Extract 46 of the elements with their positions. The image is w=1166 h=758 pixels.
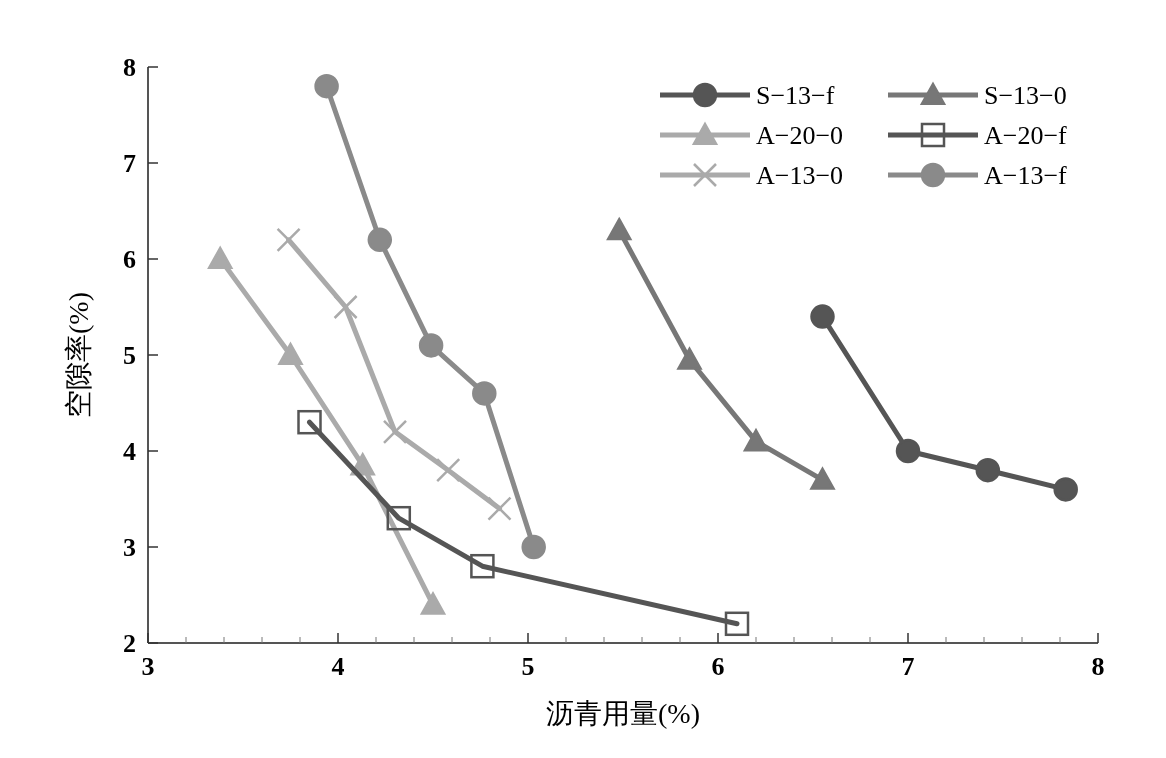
point <box>487 496 512 521</box>
y-tick-label: 5 <box>123 341 136 370</box>
point <box>810 304 835 329</box>
y-axis-title: 空隙率(%) <box>63 292 94 418</box>
point <box>521 534 546 560</box>
point <box>314 73 339 99</box>
legend-label: S−13−0 <box>984 81 1067 110</box>
x-tick-label: 6 <box>711 652 725 681</box>
y-tick-label: 2 <box>123 629 136 658</box>
point <box>743 429 769 452</box>
y-tick-label: 4 <box>123 437 136 466</box>
point <box>472 381 497 406</box>
point <box>382 419 408 445</box>
y-tick-label: 3 <box>123 533 136 562</box>
point <box>367 227 393 253</box>
y-tick-label: 6 <box>123 245 136 274</box>
legend-label: A−20−0 <box>756 121 844 150</box>
point <box>207 246 233 270</box>
legend-label: S−13−f <box>756 81 835 110</box>
point <box>606 217 632 241</box>
point <box>435 457 461 483</box>
x-tick-label: 7 <box>901 652 915 681</box>
legend-label: A−13−0 <box>756 161 844 190</box>
point <box>724 611 750 637</box>
point <box>333 294 358 320</box>
point <box>386 505 412 531</box>
x-tick-label: 8 <box>1091 652 1105 681</box>
point <box>276 227 301 253</box>
point <box>1053 477 1078 502</box>
y-tick-label: 8 <box>123 53 136 82</box>
point <box>418 333 444 358</box>
legend-label: A−20−f <box>984 121 1068 150</box>
point <box>420 592 446 615</box>
x-tick-label: 3 <box>141 652 155 681</box>
point <box>975 457 1001 483</box>
point <box>677 347 702 370</box>
point <box>470 553 495 579</box>
y-tick-label: 7 <box>123 149 136 178</box>
point <box>810 467 835 490</box>
point <box>297 409 322 435</box>
legend-label: A−13−f <box>984 161 1068 190</box>
x-axis-title: 沥青用量(%) <box>546 698 700 729</box>
point <box>278 342 303 366</box>
x-tick-label: 5 <box>521 652 535 681</box>
x-tick-label: 4 <box>331 652 345 681</box>
point <box>895 438 921 464</box>
